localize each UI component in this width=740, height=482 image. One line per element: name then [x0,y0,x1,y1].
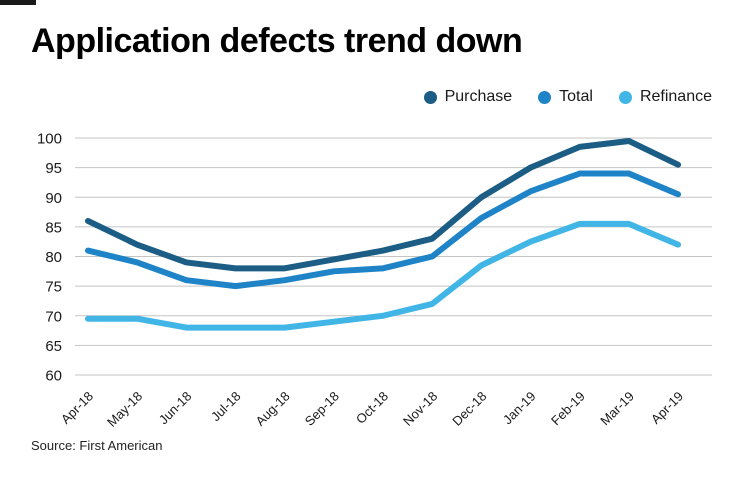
brand-accent-bar [0,0,36,5]
y-axis-label: 100 [37,131,62,148]
x-axis-label: Jun-18 [156,389,195,428]
series-line-purchase [85,137,682,272]
y-axis-label: 90 [45,190,62,207]
x-axis-label: Aug-18 [253,389,293,429]
legend-label-total: Total [559,88,593,105]
chart-legend: Purchase Total Refinance [423,88,712,106]
legend-label-refinance: Refinance [639,88,712,105]
series-line-total [85,170,682,290]
refinance-dot-icon [618,90,632,104]
x-axis-label: Apr-19 [648,389,686,427]
y-axis-label: 95 [45,160,62,177]
x-axis-label: Nov-18 [400,389,440,429]
y-axis-label: 75 [45,279,62,296]
legend-item-purchase: Purchase [423,88,513,106]
line-chart: 100 95 90 85 80 75 70 65 60 Apr-18 May-18 Jun-18 Jul… [37,131,712,430]
x-axis-label: May-18 [104,389,145,430]
x-axis-label: Jul-18 [208,389,244,425]
y-axis-label: 65 [45,338,62,355]
x-axis-label: Sep-18 [302,389,342,429]
series-line-refinance [85,220,682,331]
x-axis-label: Oct-18 [353,389,391,427]
legend-item-total: Total [538,88,593,106]
y-axis-label: 85 [45,219,62,236]
x-axis-label: Jan-19 [500,389,539,428]
y-axis-label: 60 [45,368,62,385]
y-axis-label: 70 [45,308,62,325]
x-axis-label: Mar-19 [597,389,637,429]
x-axis-label: Apr-18 [58,389,96,427]
total-dot-icon [538,90,552,104]
chart-title: Application defects trend down [31,22,523,60]
legend-label-purchase: Purchase [444,88,513,105]
purchase-dot-icon [423,90,437,104]
x-axis-label: Feb-19 [548,389,588,429]
source-attribution: Source: First American [31,438,163,453]
x-axis-label: Dec-18 [449,389,489,429]
y-axis-label: 80 [45,249,62,266]
legend-item-refinance: Refinance [618,88,712,106]
